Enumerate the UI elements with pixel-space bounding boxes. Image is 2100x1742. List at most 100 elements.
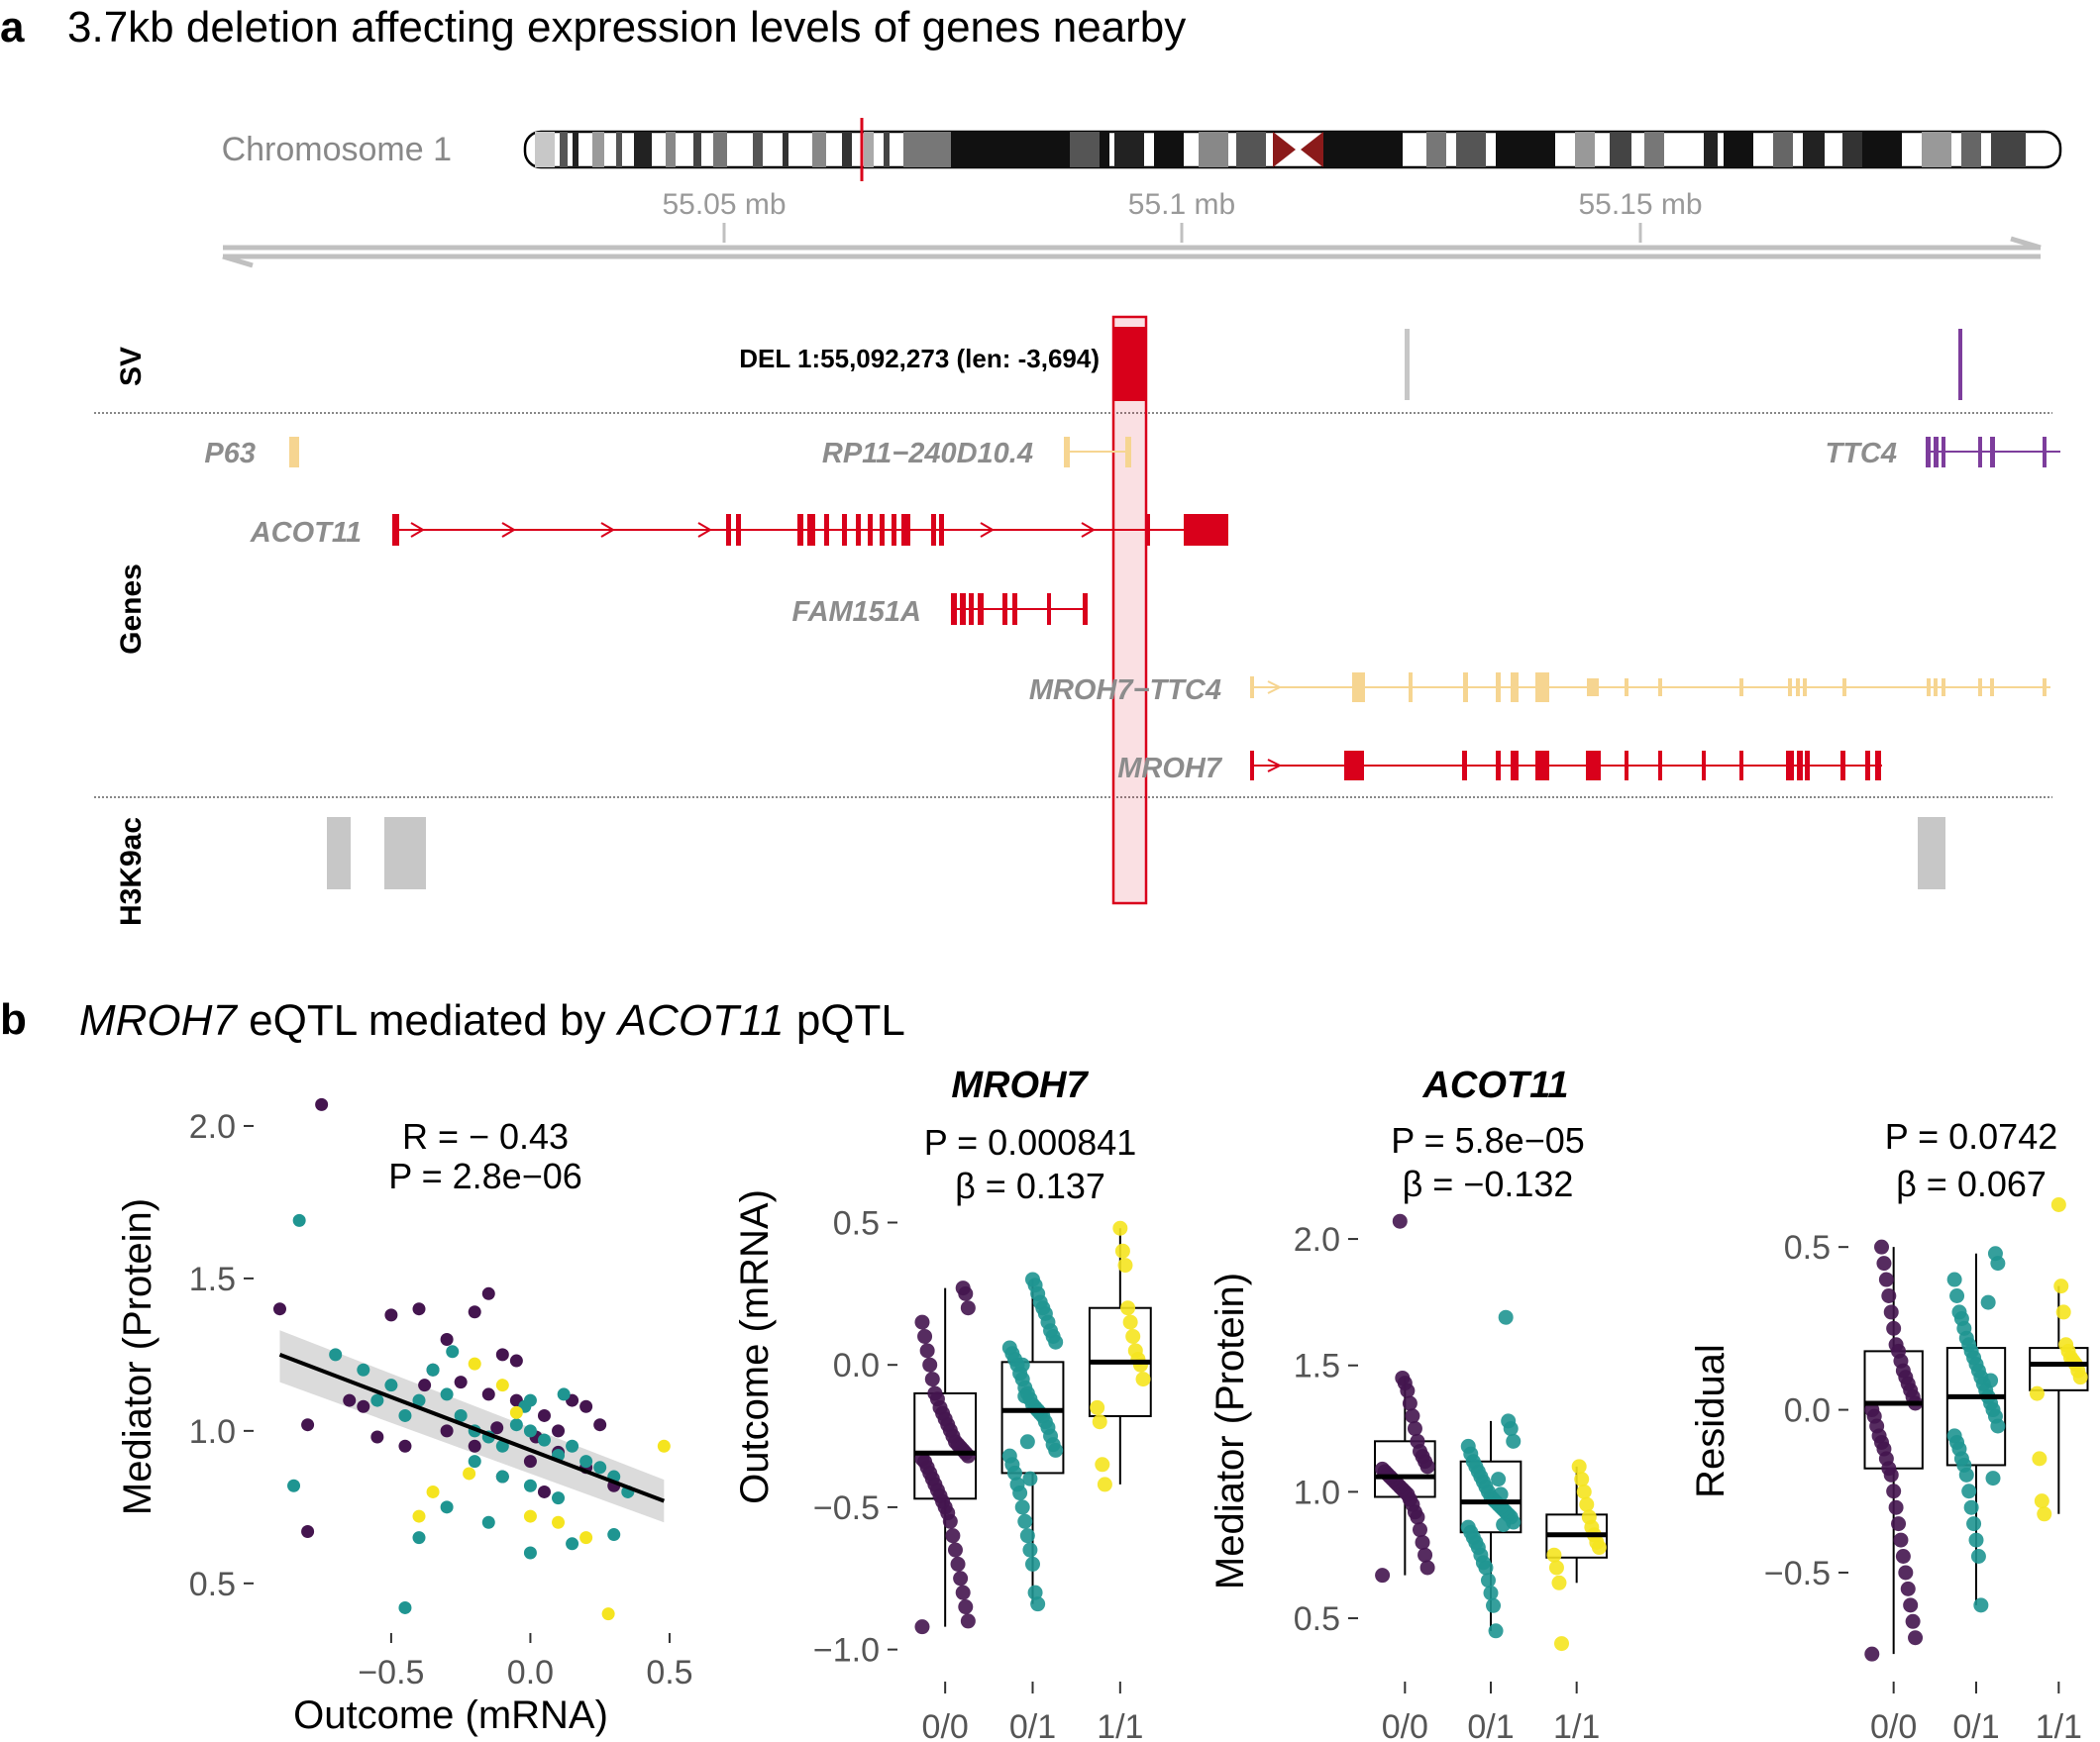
box-point <box>2050 1196 2066 1212</box>
x-tick-label: −0.5 <box>358 1654 424 1691</box>
scatter-point <box>315 1097 329 1111</box>
box-point <box>1375 1461 1391 1477</box>
box-point <box>1498 1309 1514 1325</box>
scatter-point <box>426 1485 440 1498</box>
box-point <box>1888 1499 1904 1515</box>
box-point <box>1874 1239 1890 1255</box>
box-point <box>1095 1457 1110 1473</box>
box-point <box>1501 1413 1517 1429</box>
panel-b-title-gene2: ACOT11 <box>615 996 785 1045</box>
panel-b-title: MROH7 eQTL mediated by ACOT11 pQTL <box>79 996 905 1045</box>
box-point <box>1576 1484 1592 1499</box>
scatter-point <box>384 1308 398 1322</box>
chromosome-label: Chromosome 1 <box>222 131 452 168</box>
box-point <box>919 1343 935 1359</box>
box-point <box>2032 1451 2048 1467</box>
box-point <box>2055 1304 2071 1320</box>
box-point <box>2037 1506 2052 1522</box>
track-label-sv: SV <box>115 347 148 386</box>
box-point <box>1017 1388 1033 1404</box>
scatter-point <box>301 1418 315 1432</box>
scatter-point <box>454 1376 468 1389</box>
box-point <box>922 1357 938 1373</box>
box-point <box>1480 1573 1496 1588</box>
box-point <box>1900 1581 1916 1596</box>
axis-tick-label: 55.15 mb <box>1578 188 1702 221</box>
gene-label: MROH7−TTC4 <box>1029 674 1221 706</box>
y-tick-label: 1.5 <box>1294 1348 1340 1385</box>
scatter-point <box>552 1491 566 1505</box>
scatter-chart: R = − 0.43 P = 2.8e−06 Outcome (mRNA) Me… <box>116 1097 693 1737</box>
scatter-point <box>557 1387 571 1401</box>
box-point <box>1949 1287 1965 1303</box>
gene-acot11: ACOT11 <box>250 514 1228 549</box>
sv-deletion-bar <box>1112 327 1145 401</box>
box-point <box>1009 1477 1025 1492</box>
x-tick-label: 0/1 <box>1009 1708 1056 1742</box>
sv-track: DEL 1:55,092,273 (len: -3,694) <box>739 327 1962 401</box>
box-point <box>1030 1596 1046 1612</box>
box-point <box>1122 1314 1138 1330</box>
box-point <box>1419 1560 1435 1576</box>
box-point <box>1973 1597 1989 1613</box>
x-tick-label: 1/1 <box>2036 1708 2082 1742</box>
gene-ttc4: TTC4 <box>1826 437 2060 469</box>
boxplot-p-value: P = 0.000841 <box>924 1122 1137 1163</box>
box-point <box>1970 1549 1986 1565</box>
box-point <box>917 1328 933 1344</box>
box-point <box>1117 1258 1133 1274</box>
box-point <box>1135 1372 1151 1387</box>
scatter-point <box>440 1387 454 1401</box>
boxplot-title: MROH7 <box>951 1065 1089 1106</box>
box-point <box>1983 1373 1999 1388</box>
gene-rp11-240d10-4: RP11−240D10.4 <box>822 437 1131 469</box>
scatter-point <box>370 1430 384 1444</box>
box-point <box>1418 1547 1433 1563</box>
box-point <box>1392 1213 1408 1229</box>
box-point <box>1881 1287 1897 1303</box>
scatter-point <box>440 1500 454 1514</box>
box-point <box>1864 1402 1880 1418</box>
box-point <box>1125 1328 1141 1344</box>
scatter-point <box>463 1467 476 1481</box>
scatter-point <box>370 1393 384 1407</box>
box-iqr <box>1459 1460 1522 1534</box>
y-tick-label: 2.0 <box>1294 1221 1340 1259</box>
scatter-point <box>272 1302 286 1316</box>
box-point <box>1014 1357 1030 1373</box>
scatter-point <box>593 1461 607 1475</box>
box-point <box>1413 1522 1427 1538</box>
scatter-x-axis-label: Outcome (mRNA) <box>293 1693 608 1737</box>
scatter-point <box>384 1379 398 1392</box>
gene-fam151a: FAM151A <box>791 593 1088 628</box>
box-point <box>1554 1636 1569 1652</box>
box-point <box>950 1556 966 1572</box>
axis-tick-label: 55.05 mb <box>662 188 786 221</box>
box-point <box>1027 1585 1043 1600</box>
scatter-point <box>398 1600 412 1614</box>
panel-b-title-end: pQTL <box>785 996 905 1045</box>
box-point <box>2058 1337 2074 1353</box>
scatter-point <box>537 1408 551 1422</box>
scatter-point <box>523 1393 537 1407</box>
h3k9ac-peak <box>327 817 351 889</box>
gene-p63: P63 <box>204 437 299 469</box>
regression-line <box>278 1353 666 1503</box>
boxplot-p-value: P = 0.0742 <box>1885 1116 2058 1157</box>
box-point <box>2029 1385 2045 1401</box>
box-point <box>1891 1516 1907 1532</box>
box-point <box>1883 1304 1899 1320</box>
boxplot-beta: β = −0.132 <box>1403 1164 1574 1204</box>
x-tick-label: 0/0 <box>1382 1708 1428 1742</box>
box-point <box>1395 1370 1411 1385</box>
scatter-point <box>468 1357 481 1371</box>
h3k9ac-peak <box>1918 817 1945 889</box>
box-point <box>1548 1560 1564 1576</box>
panel-b-title-gene1: MROH7 <box>79 996 238 1045</box>
scatter-point <box>343 1393 357 1407</box>
scatter-y-axis-label: Mediator (Protein) <box>116 1198 159 1515</box>
scatter-point <box>523 1546 537 1560</box>
boxplot-y-axis-label: Outcome (mRNA) <box>733 1189 777 1504</box>
chromosome-bands <box>535 132 2026 167</box>
scatter-point <box>552 1515 566 1529</box>
